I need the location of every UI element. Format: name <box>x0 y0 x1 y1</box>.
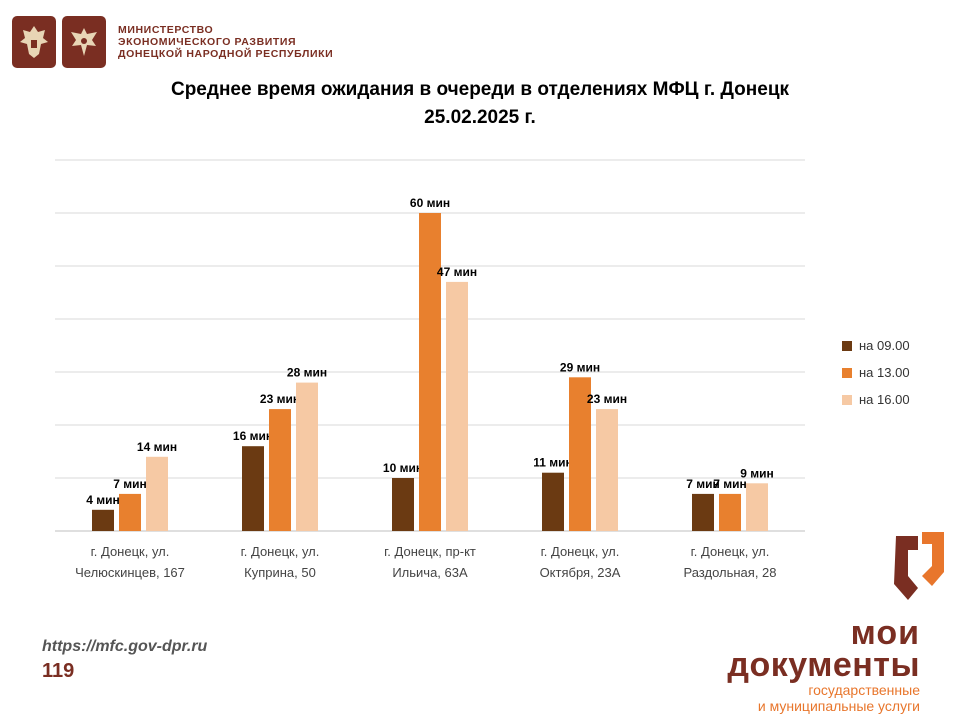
moi-dokumenty-brand: мои документы государственные и муниципа… <box>727 614 920 714</box>
category-label: г. Донецк, ул. <box>691 544 770 559</box>
brand-dokumenty: документы <box>727 646 920 684</box>
bar <box>569 377 591 531</box>
legend-swatch <box>842 394 852 405</box>
bar <box>392 478 414 531</box>
legend-item-series-3: на 16.00 <box>842 386 910 413</box>
bar <box>446 281 468 531</box>
ministry-line-2: ЭКОНОМИЧЕСКОГО РАЗВИТИЯ <box>118 36 297 48</box>
data-label: 4 мин <box>86 493 120 507</box>
bar <box>92 509 114 531</box>
category-label: г. Донецк, пр-кт <box>384 544 476 559</box>
ministry-name: МИНИСТЕРСТВО ЭКОНОМИЧЕСКОГО РАЗВИТИЯ ДОН… <box>118 24 333 60</box>
dpr-eagle-emblem-icon <box>62 16 106 68</box>
data-label: 28 мин <box>287 366 327 380</box>
bar <box>419 213 441 531</box>
category-label: г. Донецк, ул. <box>91 544 170 559</box>
bar <box>692 493 714 531</box>
legend-label: на 13.00 <box>859 365 910 380</box>
category-label: г. Донецк, ул. <box>541 544 620 559</box>
brand-subtitle-2: и муниципальные услуги <box>757 698 920 714</box>
brand-subtitle-1: государственные <box>808 682 920 698</box>
data-label: 29 мин <box>560 360 600 374</box>
category-label: Челюскинцев, 167 <box>75 565 185 580</box>
data-label: 23 мин <box>260 392 300 406</box>
bar <box>719 493 741 531</box>
chart-title-line-2: 25.02.2025 г. <box>424 107 536 128</box>
data-label: 14 мин <box>137 440 177 454</box>
bar <box>269 409 291 531</box>
bar <box>746 483 768 531</box>
category-label: Ильича, 63А <box>392 565 468 580</box>
ministry-line-3: ДОНЕЦКОЙ НАРОДНОЙ РЕСПУБЛИКИ <box>118 48 334 60</box>
data-label: 7 мин <box>686 477 720 491</box>
page-number: 119 <box>42 660 75 682</box>
category-label: Октября, 23А <box>540 565 621 580</box>
legend-item-series-1: на 09.00 <box>842 332 910 359</box>
moi-dokumenty-logo-icon <box>888 530 948 615</box>
data-label: 10 мин <box>383 461 423 475</box>
data-label: 9 мин <box>740 466 774 480</box>
ministry-line-1: МИНИСТЕРСТВО <box>118 24 214 36</box>
bar <box>596 409 618 531</box>
bar <box>146 456 168 531</box>
legend-item-series-2: на 13.00 <box>842 359 910 386</box>
data-label: 7 мин <box>713 477 747 491</box>
data-label: 23 мин <box>587 392 627 406</box>
category-label: г. Донецк, ул. <box>241 544 320 559</box>
bar <box>296 382 318 531</box>
legend-label: на 16.00 <box>859 392 910 407</box>
category-label: Раздольная, 28 <box>683 565 776 580</box>
data-label: 16 мин <box>233 429 273 443</box>
website-link[interactable]: https://mfc.gov-dpr.ru <box>42 638 208 655</box>
data-label: 7 мин <box>113 477 147 491</box>
legend-swatch <box>842 340 852 351</box>
data-label: 47 мин <box>437 265 477 279</box>
legend-swatch <box>842 367 852 378</box>
bar <box>542 472 564 531</box>
chart-title: Среднее время ожидания в очереди в отдел… <box>60 76 900 132</box>
header: МИНИСТЕРСТВО ЭКОНОМИЧЕСКОГО РАЗВИТИЯ ДОН… <box>12 14 333 70</box>
chart-legend: на 09.00 на 13.00 на 16.00 <box>842 332 910 413</box>
bar <box>119 493 141 531</box>
legend-label: на 09.00 <box>859 338 910 353</box>
chart-title-line-1: Среднее время ожидания в очереди в отдел… <box>170 79 790 100</box>
brand-moi: мои <box>850 614 920 652</box>
data-label: 11 мин <box>533 456 573 470</box>
bar <box>242 446 264 531</box>
category-label: Куприна, 50 <box>244 565 316 580</box>
double-headed-eagle-emblem-icon <box>12 16 56 68</box>
data-label: 60 мин <box>410 196 450 210</box>
